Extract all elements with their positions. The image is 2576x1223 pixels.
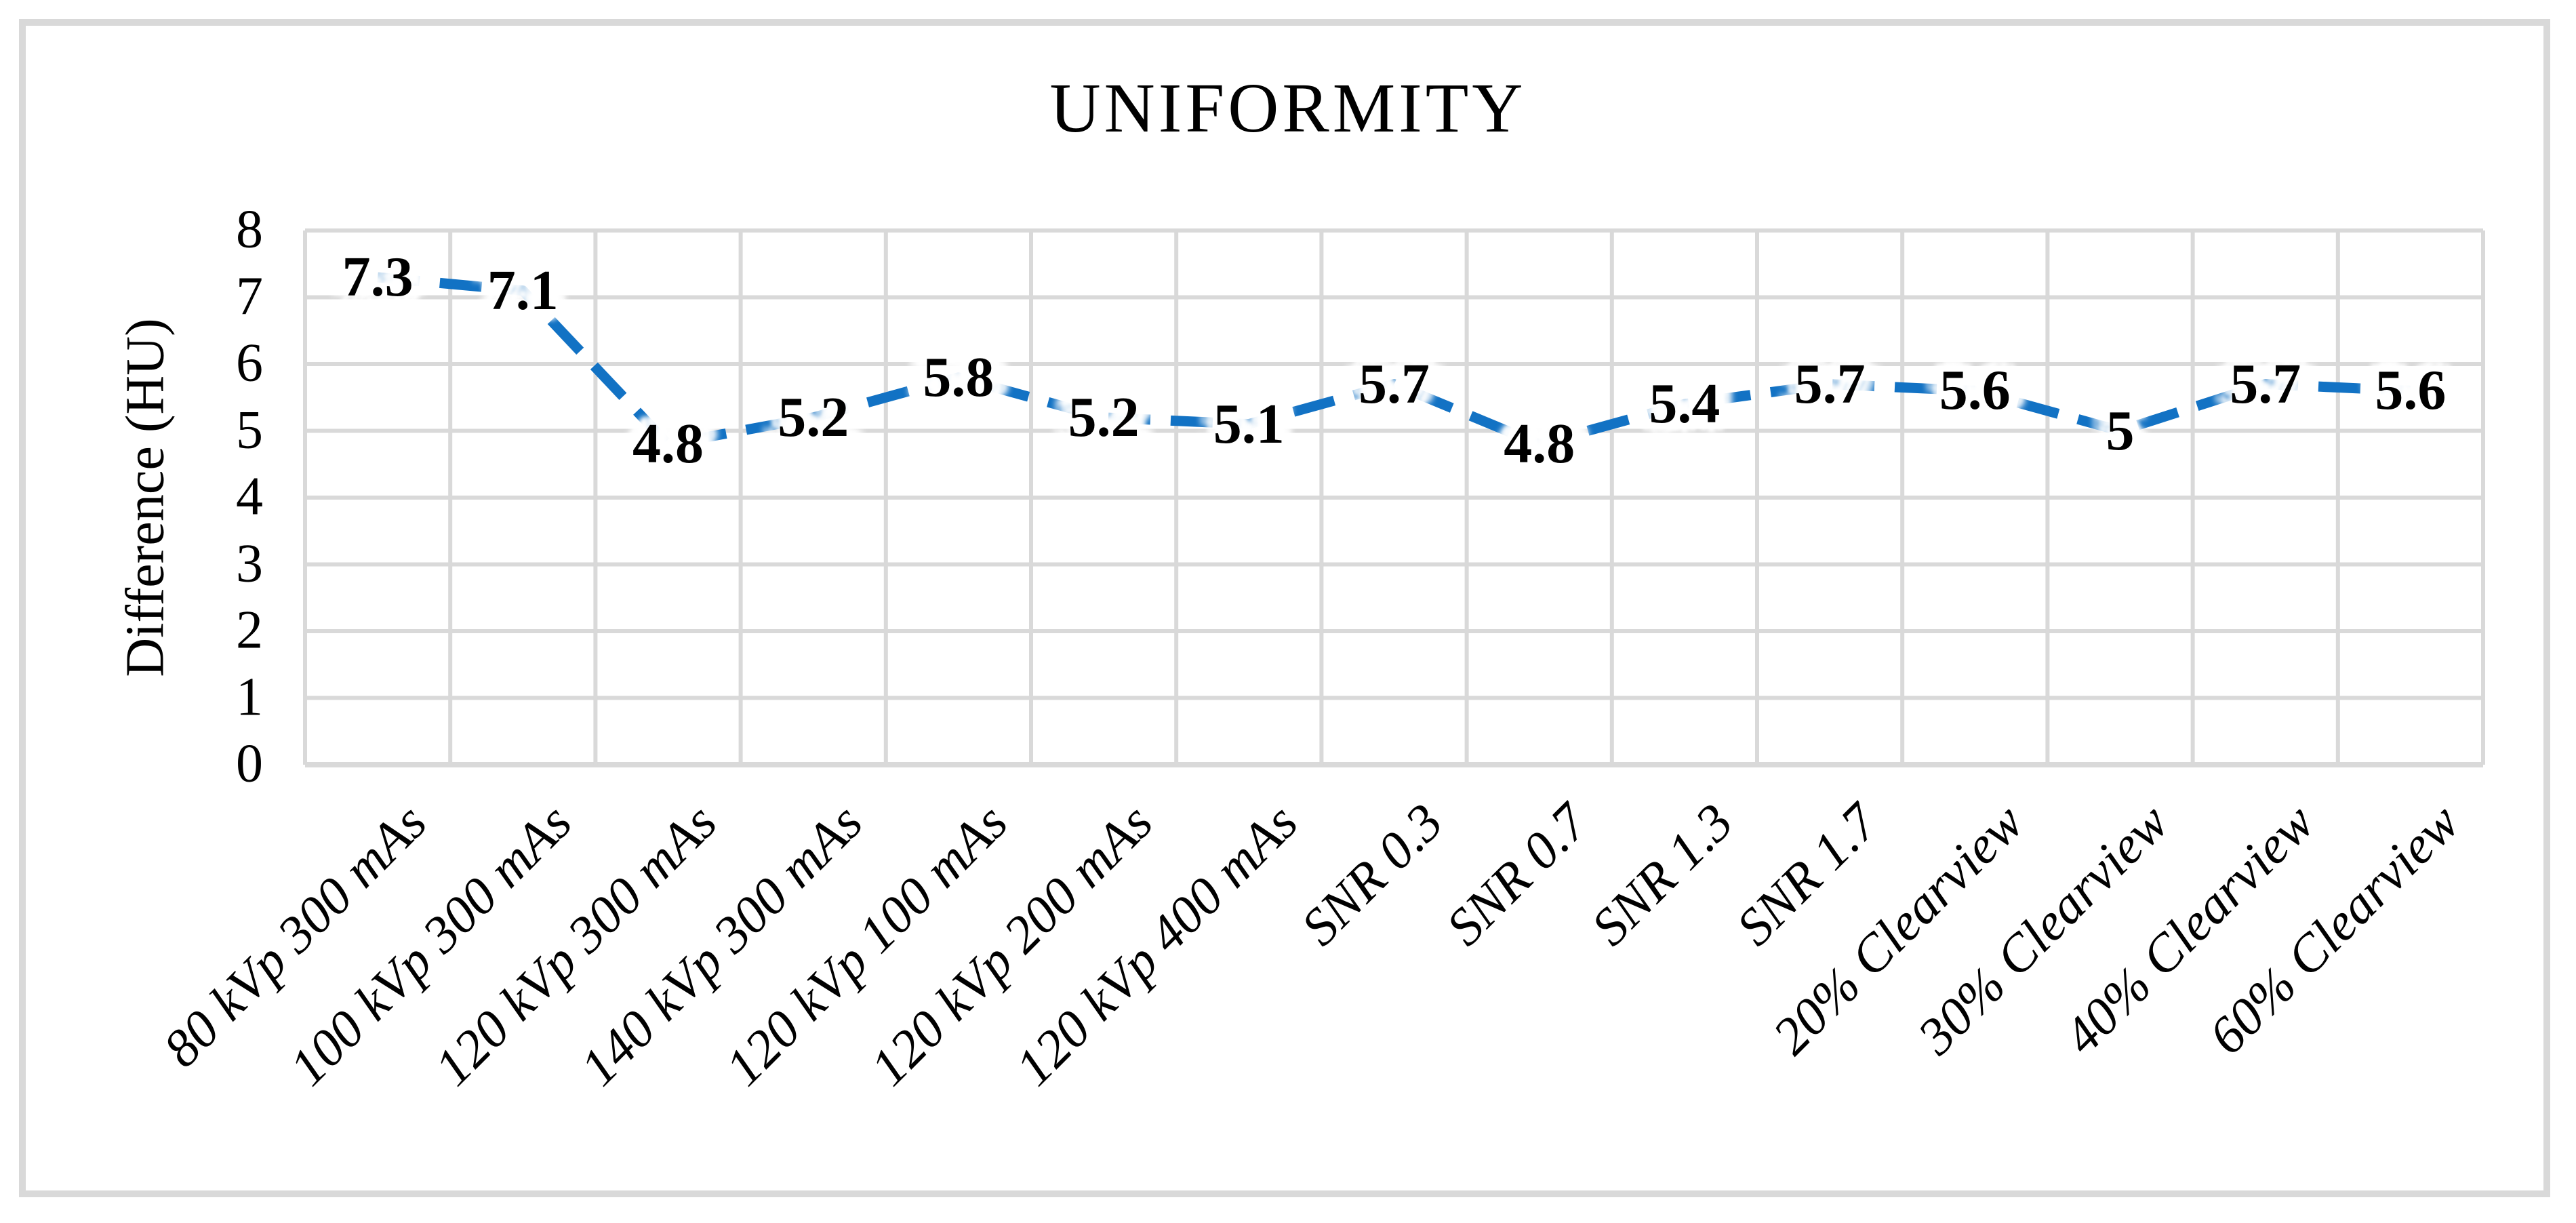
y-tick-label: 7: [236, 266, 263, 326]
data-label: 5.2: [1068, 385, 1140, 449]
y-tick-label: 8: [236, 199, 263, 260]
y-tick-label: 3: [236, 533, 263, 593]
data-label: 5.2: [778, 385, 849, 449]
data-label: 4.8: [632, 412, 704, 476]
y-tick-label: 2: [236, 600, 263, 660]
data-label: 5.7: [1794, 352, 1866, 416]
data-label: 5.6: [1939, 359, 2011, 422]
data-label: 5.1: [1213, 392, 1285, 456]
data-label: 5.7: [1359, 352, 1430, 416]
data-label: 5.4: [1649, 372, 1720, 436]
data-label: 7.3: [342, 245, 414, 308]
data-label: 5.6: [2375, 359, 2447, 422]
data-label: 5: [2106, 399, 2135, 462]
y-tick-label: 5: [236, 399, 263, 460]
data-label: 7.1: [487, 258, 559, 322]
data-label: 4.8: [1504, 412, 1575, 476]
data-label: 5.7: [2230, 352, 2301, 416]
data-label: 5.8: [923, 345, 994, 409]
y-tick-label: 0: [236, 734, 263, 794]
y-tick-label: 1: [236, 666, 263, 727]
y-tick-label: 6: [236, 333, 263, 393]
series-line: [377, 272, 2411, 449]
chart-border-frame: [19, 19, 2550, 1197]
y-tick-label: 4: [236, 466, 263, 527]
chart-title: UNIFORMITY: [1049, 69, 1527, 147]
